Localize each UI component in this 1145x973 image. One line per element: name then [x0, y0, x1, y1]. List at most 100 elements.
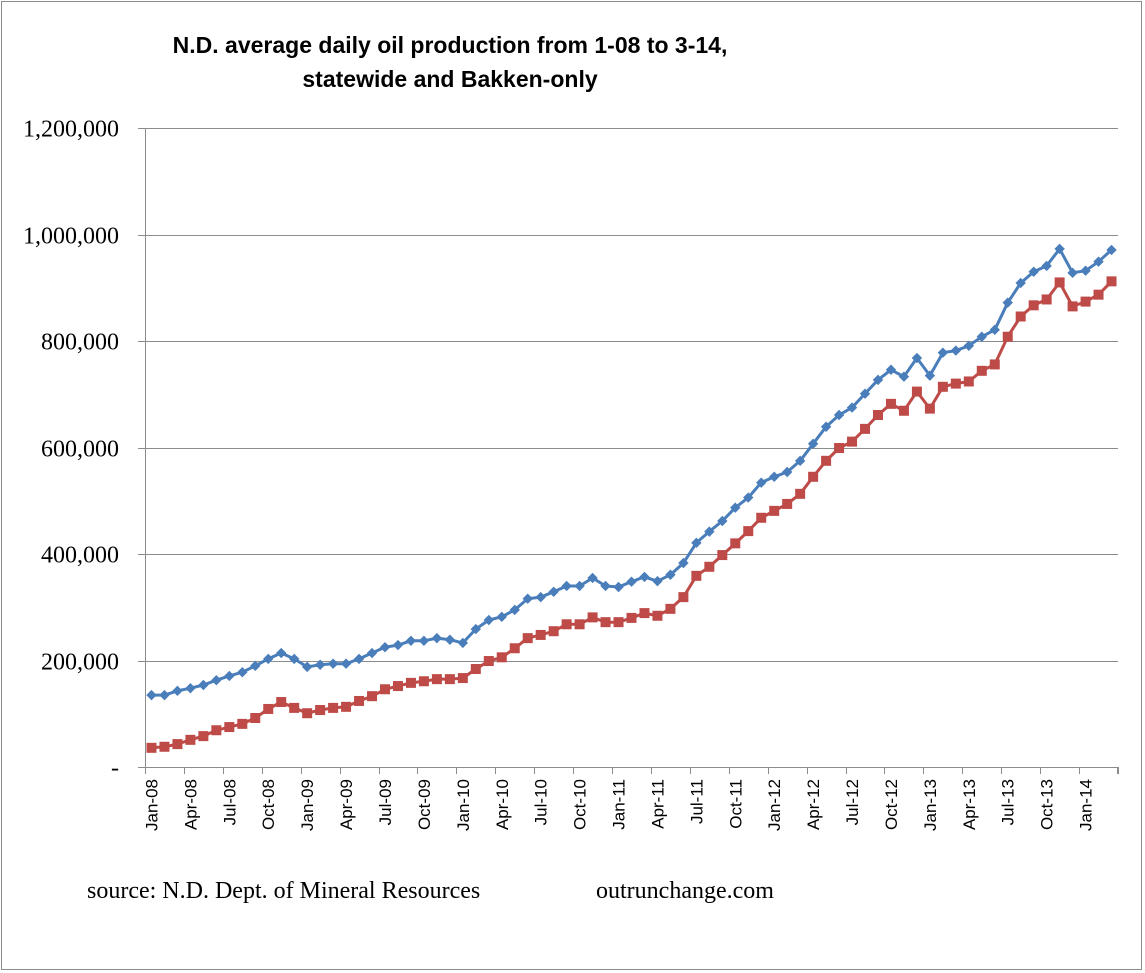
axes: [145, 128, 1118, 768]
data-point-marker: [444, 634, 456, 645]
x-tick-label: Oct-10: [571, 779, 590, 830]
data-point-marker: [963, 340, 975, 351]
data-point-marker: [483, 614, 495, 626]
x-tick-label: Oct-12: [882, 779, 901, 830]
data-point-marker: [522, 633, 533, 644]
data-point-marker: [315, 705, 326, 716]
x-tick-label: Apr-13: [960, 779, 979, 830]
data-point-marker: [367, 691, 378, 702]
x-tick-label: Oct-13: [1038, 779, 1057, 830]
data-point-marker: [782, 498, 793, 509]
data-point-marker: [976, 365, 987, 376]
data-point-marker: [159, 689, 170, 701]
data-point-marker: [898, 371, 910, 382]
data-point-marker: [341, 701, 352, 712]
data-point-marker: [730, 502, 741, 513]
x-tick-label: Jul-12: [843, 779, 862, 825]
data-point-marker: [808, 471, 819, 482]
data-point-marker: [1041, 294, 1052, 305]
data-point-marker: [1067, 301, 1078, 312]
data-point-marker: [587, 612, 598, 623]
data-point-marker: [807, 438, 819, 449]
x-tick-label: Jul-11: [687, 779, 706, 824]
data-point-marker: [639, 571, 650, 583]
data-point-marker: [743, 526, 754, 537]
data-point-marker: [509, 643, 520, 654]
data-point-marker: [340, 658, 352, 669]
data-point-marker: [1015, 311, 1026, 322]
data-point-marker: [1041, 260, 1052, 272]
data-point-marker: [185, 682, 196, 694]
site-credit: outrunchange.com: [596, 878, 774, 904]
data-point-marker: [496, 611, 507, 623]
x-tick-label: Jul-09: [376, 779, 395, 825]
data-point-marker: [652, 575, 663, 587]
data-point-marker: [470, 664, 481, 675]
data-point-marker: [846, 402, 858, 413]
data-point-marker: [561, 619, 572, 630]
data-point-marker: [1054, 243, 1065, 255]
y-tick-label: 800,000: [41, 330, 119, 356]
data-point-marker: [276, 647, 287, 659]
data-point-marker: [263, 653, 274, 665]
x-tick-label: Jul-10: [532, 779, 551, 825]
data-point-marker: [483, 656, 494, 667]
x-tick-label: Jul-08: [220, 779, 239, 825]
data-point-marker: [302, 708, 313, 719]
data-point-marker: [574, 619, 585, 630]
data-point-marker: [756, 477, 767, 488]
data-point-marker: [1093, 256, 1104, 267]
series-line: [151, 280, 1113, 750]
data-point-marker: [665, 603, 676, 614]
data-point-marker: [431, 632, 443, 644]
data-point-marker: [613, 581, 624, 593]
x-tick-label: Oct-11: [726, 779, 745, 829]
data-point-marker: [237, 667, 248, 678]
data-point-marker: [224, 670, 235, 682]
data-point-marker: [885, 398, 896, 409]
data-point-marker: [172, 685, 183, 697]
data-point-marker: [535, 629, 546, 640]
data-point-marker: [665, 569, 676, 580]
data-point-marker: [1002, 297, 1013, 308]
data-point-marker: [989, 359, 1000, 370]
data-point-marker: [354, 695, 365, 706]
x-tick-label: Jul-13: [999, 779, 1018, 825]
data-point-marker: [392, 639, 404, 651]
series-line: [151, 247, 1113, 697]
data-point-marker: [444, 674, 455, 685]
data-point-marker: [872, 374, 884, 386]
data-point-marker: [600, 580, 611, 592]
data-point-marker: [756, 512, 767, 523]
series-statewide: [146, 243, 1117, 701]
data-point-marker: [859, 388, 871, 399]
data-point-marker: [548, 586, 559, 598]
data-point-marker: [1106, 244, 1117, 256]
data-point-marker: [211, 725, 222, 736]
y-tick-label: 400,000: [41, 543, 119, 569]
data-point-marker: [496, 652, 507, 663]
data-point-marker: [198, 731, 209, 742]
data-point-marker: [781, 466, 793, 478]
data-point-marker: [172, 739, 183, 750]
data-point-marker: [691, 570, 702, 581]
data-point-marker: [950, 345, 962, 356]
data-point-marker: [950, 378, 961, 389]
data-point-marker: [1054, 277, 1065, 288]
series-group: [146, 243, 1117, 753]
data-point-marker: [743, 492, 754, 503]
data-point-marker: [1028, 300, 1039, 311]
x-tick-label: Jan-09: [298, 779, 317, 831]
data-point-marker: [405, 677, 416, 688]
data-point-marker: [924, 370, 936, 381]
data-point-marker: [820, 421, 832, 432]
data-point-marker: [328, 702, 339, 713]
data-point-marker: [652, 610, 663, 621]
data-point-marker: [301, 661, 313, 673]
data-point-marker: [263, 703, 274, 714]
data-point-marker: [847, 436, 858, 447]
x-tick-label: Jan-11: [610, 779, 629, 830]
data-point-marker: [911, 352, 923, 364]
data-point-marker: [639, 608, 650, 619]
